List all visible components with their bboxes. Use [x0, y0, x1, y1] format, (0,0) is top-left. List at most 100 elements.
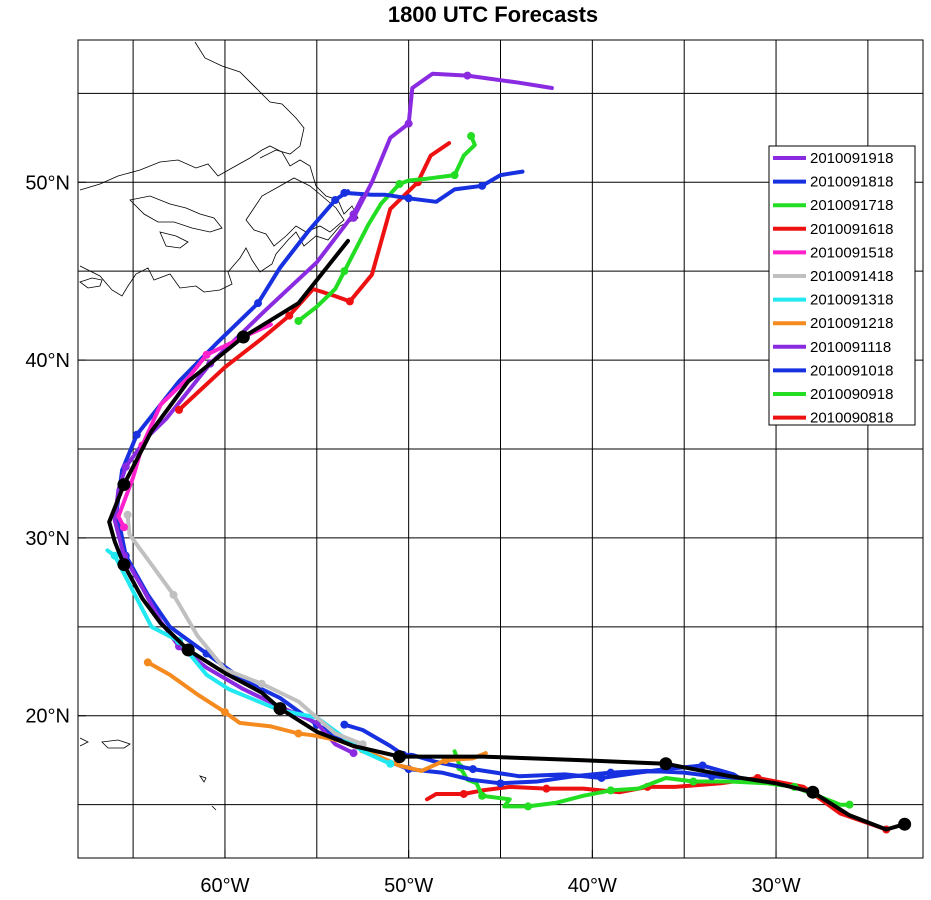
- chart-title: 1800 UTC Forecasts: [388, 2, 598, 27]
- track-point: [404, 119, 413, 128]
- track-point: [117, 478, 131, 492]
- longitude-tick-labels: 60°W 50°W 40°W 30°W: [200, 850, 801, 897]
- track-point: [285, 311, 294, 320]
- track-point: [117, 558, 131, 572]
- track-point: [463, 71, 472, 80]
- forecast-tracks: [105, 71, 912, 834]
- track-point: [806, 785, 820, 799]
- y-tick-label: 20°N: [25, 706, 70, 728]
- track-point: [143, 658, 152, 667]
- track-point: [254, 299, 263, 308]
- track-point: [404, 194, 413, 203]
- legend-entry-label: 2010090918: [810, 386, 893, 403]
- track-point: [345, 297, 354, 306]
- track-point: [220, 708, 229, 717]
- forecast-track-2010091218: [145, 660, 488, 773]
- legend-entry-label: 2010091718: [810, 197, 893, 214]
- forecast-track-2010090818: [425, 776, 889, 832]
- track-point: [340, 267, 349, 276]
- track-point: [121, 462, 130, 471]
- y-tick-label: 50°N: [25, 172, 70, 194]
- track-point: [459, 789, 468, 798]
- lat-lon-gridlines: [78, 40, 923, 858]
- latitude-tick-labels: 20°N 30°N 40°N 50°N: [25, 172, 86, 728]
- track-point: [331, 196, 340, 205]
- track-point: [340, 188, 349, 197]
- legend-entry-label: 2010091618: [810, 221, 893, 238]
- legend-entry-label: 2010091518: [810, 244, 893, 261]
- legend-entry-label: 2010090818: [810, 410, 893, 427]
- forecast-track-2010091018: [114, 189, 742, 786]
- track-point: [340, 720, 349, 729]
- track-point: [468, 765, 477, 774]
- track-point: [392, 750, 406, 764]
- track-point: [294, 316, 303, 325]
- newfoundland-island: [245, 177, 345, 247]
- x-tick-label: 60°W: [200, 875, 249, 897]
- track-point: [181, 643, 195, 657]
- leeward-island-2: [211, 805, 217, 811]
- track-point: [478, 181, 487, 190]
- track-point: [524, 802, 533, 811]
- track-point: [236, 330, 250, 344]
- newfoundland-coastline: [79, 145, 359, 297]
- track-point: [496, 779, 505, 788]
- puerto-rico-island: [101, 739, 131, 749]
- forecast-track-2010091818: [342, 169, 525, 204]
- track-point: [597, 773, 606, 782]
- track-point: [257, 679, 266, 688]
- cape-breton: [159, 231, 189, 249]
- track-point: [689, 777, 698, 786]
- hispaniola-edge: [79, 737, 89, 747]
- track-point: [898, 817, 912, 831]
- track-point: [467, 132, 476, 141]
- track-point: [349, 213, 358, 222]
- legend-entry-label: 2010091818: [810, 174, 893, 191]
- y-tick-label: 30°N: [25, 528, 70, 550]
- track-point: [132, 430, 141, 439]
- bermuda-island: [79, 277, 103, 289]
- forecast-track-2010091318: [105, 548, 393, 766]
- track-point: [606, 786, 615, 795]
- track-point: [110, 551, 119, 560]
- leeward-island-1: [199, 775, 207, 783]
- x-tick-label: 40°W: [568, 875, 617, 897]
- labrador-coastline: [194, 41, 305, 159]
- forecast-track-2010091918: [351, 71, 554, 220]
- track-point: [273, 702, 287, 716]
- track-point: [175, 405, 184, 414]
- legend: 2010091918 2010091818 2010091718 2010091618…: [768, 145, 916, 427]
- coastline-layer: [79, 41, 801, 811]
- track-point: [478, 791, 487, 800]
- best-track: [107, 238, 907, 832]
- legend-entry-label: 2010091118: [810, 339, 891, 356]
- map-frame: [77, 39, 924, 859]
- legend-entry-label: 2010091018: [810, 362, 893, 379]
- forecast-track-2010091118: [112, 194, 365, 756]
- track-point: [606, 768, 615, 777]
- forecast-track-2010091518: [116, 322, 273, 530]
- x-tick-label: 30°W: [751, 875, 800, 897]
- track-point: [845, 800, 854, 809]
- legend-entry-label: 2010091918: [810, 150, 893, 167]
- legend-entry-label: 2010091318: [810, 292, 893, 309]
- track-point: [119, 523, 128, 532]
- track-point: [169, 590, 178, 599]
- x-tick-label: 50°W: [384, 875, 433, 897]
- track-point: [349, 749, 358, 758]
- track-point: [123, 510, 132, 519]
- track-point: [395, 180, 404, 189]
- track-point: [294, 729, 303, 738]
- forecast-track-2010091418: [125, 512, 365, 747]
- track-point: [542, 784, 551, 793]
- nova-scotia-coastline: [129, 195, 223, 233]
- track-point: [659, 757, 673, 771]
- track-point: [202, 350, 211, 359]
- track-point: [698, 761, 707, 770]
- track-point: [450, 171, 459, 180]
- legend-entry-label: 2010091418: [810, 268, 893, 285]
- legend-box: [768, 145, 916, 426]
- track-point: [386, 759, 395, 768]
